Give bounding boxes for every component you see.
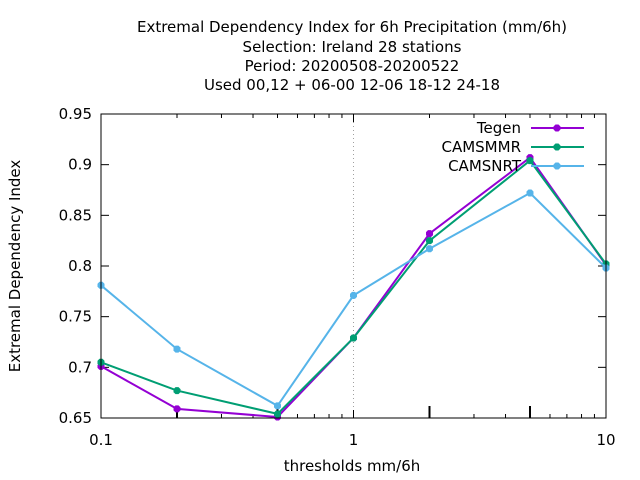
data-point-camsmmr	[350, 334, 357, 342]
x-axis-label: thresholds mm/6h	[284, 457, 421, 475]
data-point-camsmmr	[426, 237, 434, 245]
x-tick-label: 10	[596, 431, 615, 449]
data-point-camsnrt	[273, 402, 281, 410]
series-lines	[97, 154, 610, 421]
chart-title: Extremal Dependency Index for 6h Precipi…	[137, 18, 567, 94]
data-point-camsnrt	[526, 189, 534, 197]
series-line-camsnrt	[100, 191, 607, 408]
x-tick-label: 0.1	[89, 431, 113, 449]
data-point-tegen	[173, 405, 181, 413]
y-tick-label: 0.75	[59, 308, 92, 326]
data-point-camsmmr	[526, 157, 534, 165]
legend-label-camsnrt: CAMSNRT	[448, 157, 522, 175]
legend-marker-tegen	[553, 124, 561, 132]
data-point-camsnrt	[350, 291, 357, 299]
legend-label-camsmmr: CAMSMMR	[441, 138, 521, 156]
y-tick-label: 0.8	[68, 257, 92, 275]
data-point-camsmmr	[273, 410, 281, 418]
legend-marker-camsnrt	[553, 162, 561, 170]
title-line-1: Extremal Dependency Index for 6h Precipi…	[137, 18, 567, 36]
plot-frame	[100, 113, 607, 419]
data-point-camsnrt	[426, 245, 434, 253]
y-tick-label: 0.95	[59, 105, 92, 123]
legend-marker-camsmmr	[553, 143, 561, 151]
y-axis-label: Extremal Dependency Index	[6, 160, 24, 373]
y-tick-label: 0.7	[68, 358, 92, 376]
data-point-tegen	[426, 230, 434, 238]
title-line-4: Used 00,12 + 06-00 12-06 18-12 24-18	[204, 76, 500, 94]
data-point-camsnrt	[173, 345, 181, 353]
data-point-camsmmr	[173, 387, 181, 395]
title-line-2: Selection: Ireland 28 stations	[243, 38, 462, 56]
y-tick-label: 0.85	[59, 206, 92, 224]
legend-label-tegen: Tegen	[476, 119, 521, 137]
title-line-3: Period: 20200508-20200522	[245, 57, 460, 75]
y-tick-label: 0.9	[68, 156, 92, 174]
y-tick-label: 0.65	[59, 409, 92, 427]
x-tick-label: 1	[349, 431, 359, 449]
